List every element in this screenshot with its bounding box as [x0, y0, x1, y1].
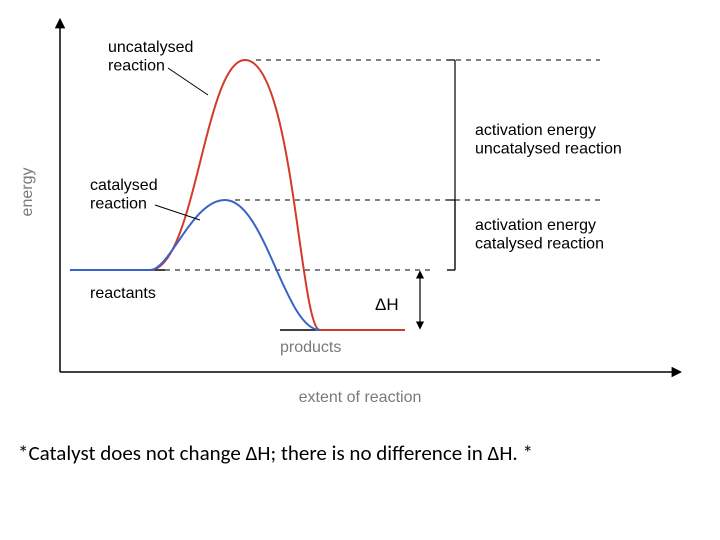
leader-catalysed	[155, 205, 200, 220]
y-axis-label: energy	[19, 168, 36, 217]
svg-text:catalysed reaction: catalysed reaction	[475, 235, 604, 252]
label-ea-uncatalysed: activation energyuncatalysed reaction	[475, 122, 622, 157]
svg-text:activation energy: activation energy	[475, 217, 596, 234]
bracket-ea-catalysed	[447, 200, 455, 270]
caption-text: *Catalyst does not change ΔH; there is n…	[18, 440, 533, 466]
leader-uncatalysed	[168, 68, 208, 95]
label-reactants: reactants	[90, 285, 156, 302]
label-uncatalysed-reaction: uncatalysedreaction	[108, 39, 193, 74]
svg-text:uncatalysed: uncatalysed	[108, 39, 193, 56]
svg-text:activation energy: activation energy	[475, 122, 596, 139]
label-ea-catalysed: activation energycatalysed reaction	[475, 217, 604, 252]
label-catalysed-reaction: catalysedreaction	[90, 177, 158, 212]
catalysed-curve	[70, 200, 320, 330]
diagram-stage: energyextent of reactionuncatalysedreact…	[0, 0, 720, 540]
svg-text:catalysed: catalysed	[90, 177, 158, 194]
energy-diagram-svg: energyextent of reactionuncatalysedreact…	[0, 0, 720, 420]
svg-text:reaction: reaction	[108, 57, 165, 74]
label-delta-h: ΔH	[375, 295, 399, 314]
bracket-ea-uncatalysed	[447, 60, 455, 270]
svg-text:reaction: reaction	[90, 195, 147, 212]
svg-text:uncatalysed reaction: uncatalysed reaction	[475, 140, 622, 157]
x-axis-label: extent of reaction	[299, 389, 422, 406]
label-products: products	[280, 339, 341, 356]
